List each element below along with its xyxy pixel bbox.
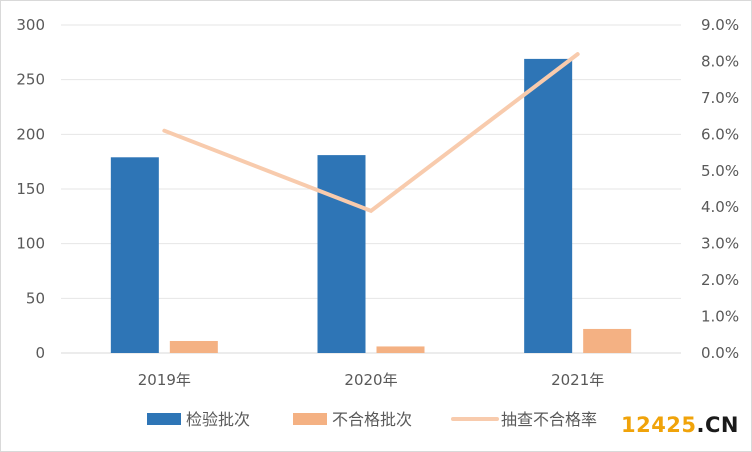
series-line <box>162 52 580 214</box>
left-tick-label: 50 <box>26 289 45 307</box>
left-axis-ticks: 0 50 100 150 200 250 300 <box>16 16 45 362</box>
bar <box>583 328 632 353</box>
right-tick-label: 5.0% <box>701 162 739 180</box>
right-tick-label: 1.0% <box>701 308 739 326</box>
gridlines <box>61 24 681 354</box>
x-tick-label: 2020年 <box>344 371 397 389</box>
left-tick-label: 100 <box>16 235 45 253</box>
right-tick-label: 8.0% <box>701 52 739 70</box>
right-tick-label: 7.0% <box>701 89 739 107</box>
legend-swatch <box>293 413 327 425</box>
x-tick-label: 2019年 <box>138 371 191 389</box>
watermark-logo: 12425.CN <box>621 413 739 437</box>
watermark-part2: .CN <box>696 413 739 437</box>
line-series <box>162 52 580 214</box>
bar <box>110 157 159 353</box>
legend-label: 抽查不合格率 <box>501 410 597 429</box>
legend-label: 检验批次 <box>186 410 250 429</box>
left-tick-label: 0 <box>35 344 45 362</box>
bar <box>169 340 218 353</box>
right-tick-label: 0.0% <box>701 344 739 362</box>
x-axis-labels: 2019年 2020年 2021年 <box>138 371 605 389</box>
watermark-part1: 12425 <box>620 413 697 437</box>
bar <box>317 155 366 353</box>
bar-series <box>110 58 632 353</box>
left-tick-label: 250 <box>16 71 45 89</box>
right-tick-label: 2.0% <box>701 271 739 289</box>
left-tick-label: 200 <box>16 125 45 143</box>
bar <box>376 346 425 353</box>
right-tick-label: 6.0% <box>701 125 739 143</box>
bar <box>524 58 573 353</box>
legend: 检验批次 不合格批次 抽查不合格率 <box>147 410 597 429</box>
right-tick-label: 4.0% <box>701 198 739 216</box>
right-tick-label: 3.0% <box>701 235 739 253</box>
legend-label: 不合格批次 <box>332 410 412 429</box>
left-tick-label: 300 <box>16 16 45 34</box>
x-tick-label: 2021年 <box>551 371 604 389</box>
legend-swatch <box>147 413 181 425</box>
left-tick-label: 150 <box>16 180 45 198</box>
right-axis-ticks: 0.0% 1.0% 2.0% 3.0% 4.0% 5.0% 6.0% 7.0% 8.0% 9.0% <box>701 16 739 362</box>
right-tick-label: 9.0% <box>701 16 739 34</box>
